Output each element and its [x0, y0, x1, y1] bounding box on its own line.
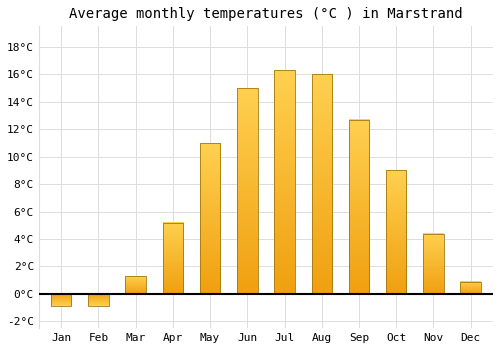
Bar — [460, 281, 481, 294]
Bar — [386, 170, 406, 294]
Bar — [88, 294, 108, 306]
Bar — [349, 120, 370, 294]
Bar — [423, 233, 444, 294]
Bar — [312, 74, 332, 294]
Bar — [88, 294, 108, 306]
Bar — [274, 70, 295, 294]
Bar — [200, 143, 220, 294]
Bar — [162, 223, 183, 294]
Bar — [386, 170, 406, 294]
Bar — [460, 281, 481, 294]
Bar — [126, 276, 146, 294]
Title: Average monthly temperatures (°C ) in Marstrand: Average monthly temperatures (°C ) in Ma… — [69, 7, 462, 21]
Bar — [274, 70, 295, 294]
Bar — [126, 276, 146, 294]
Bar — [237, 88, 258, 294]
Bar — [237, 88, 258, 294]
Bar — [51, 294, 72, 306]
Bar — [200, 143, 220, 294]
Bar — [51, 294, 72, 306]
Bar — [312, 74, 332, 294]
Bar — [162, 223, 183, 294]
Bar — [423, 233, 444, 294]
Bar — [349, 120, 370, 294]
